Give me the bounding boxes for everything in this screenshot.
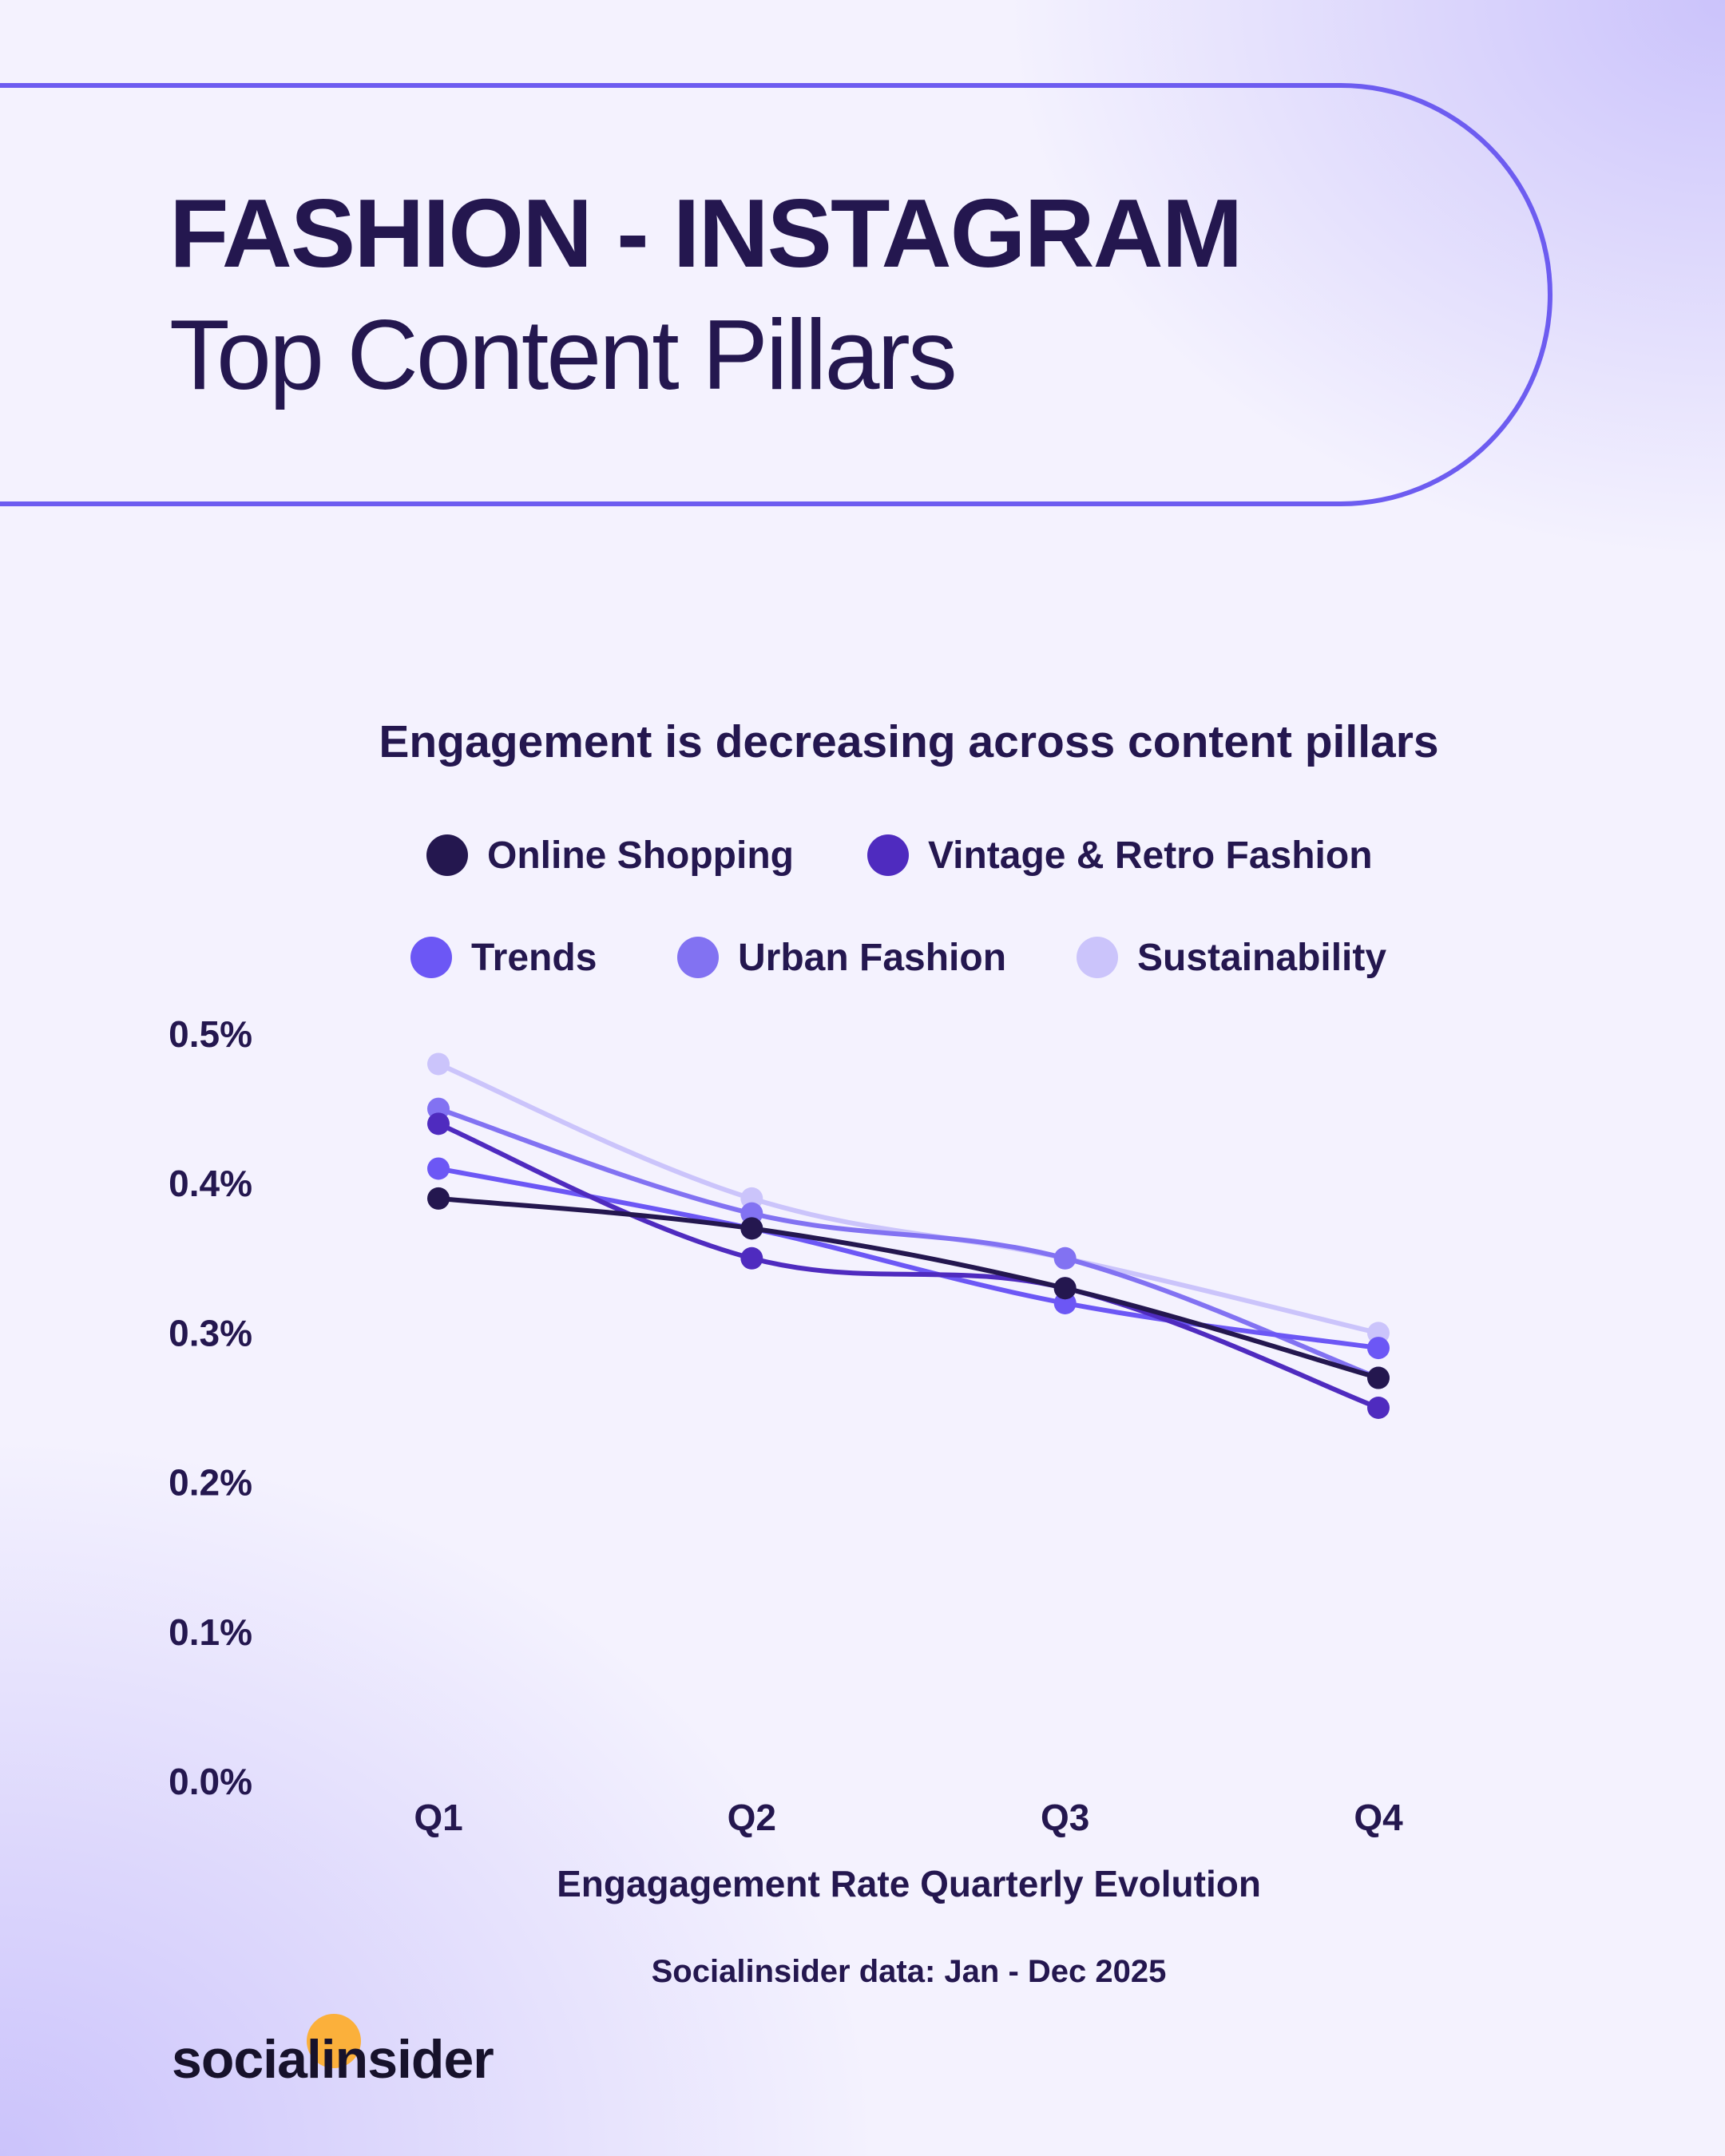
page-title: FASHION - INSTAGRAM bbox=[169, 179, 1243, 287]
y-tick-label: 0.4% bbox=[169, 1163, 252, 1204]
socialinsider-logo: socialinsider bbox=[172, 2028, 494, 2091]
y-tick-label: 0.2% bbox=[169, 1462, 252, 1504]
data-point bbox=[427, 1112, 450, 1135]
legend-label: Vintage & Retro Fashion bbox=[928, 834, 1373, 877]
data-point bbox=[1053, 1246, 1077, 1270]
source-note: Socialinsider data: Jan - Dec 2025 bbox=[652, 1954, 1167, 1989]
series-line bbox=[438, 1166, 1379, 1351]
data-point bbox=[1367, 1397, 1390, 1419]
x-tick-label: Q1 bbox=[414, 1797, 462, 1838]
legend-marker-icon bbox=[677, 937, 719, 978]
header-frame bbox=[0, 83, 1552, 506]
y-tick-label: 0.5% bbox=[169, 1013, 252, 1055]
legend-label: Trends bbox=[471, 937, 597, 979]
data-point bbox=[427, 1157, 450, 1180]
y-tick-label: 0.3% bbox=[169, 1312, 252, 1353]
x-axis: Q1 Q2 Q3 Q4 bbox=[414, 1797, 1403, 1838]
x-tick-label: Q4 bbox=[1354, 1797, 1403, 1838]
legend-label: Sustainability bbox=[1137, 937, 1386, 979]
data-point bbox=[1367, 1366, 1390, 1389]
legend-marker-icon bbox=[410, 937, 452, 978]
data-point bbox=[1367, 1337, 1390, 1360]
x-tick-label: Q3 bbox=[1041, 1797, 1089, 1838]
data-point bbox=[1053, 1277, 1077, 1300]
y-axis: 0.0% 0.1% 0.2% 0.3% 0.4% 0.5% bbox=[169, 1013, 252, 1802]
y-tick-label: 0.0% bbox=[169, 1761, 252, 1802]
series-line bbox=[438, 1106, 1380, 1381]
series-line bbox=[437, 1061, 1379, 1336]
series-line bbox=[437, 1121, 1380, 1410]
legend-label: Online Shopping bbox=[487, 834, 794, 877]
x-tick-label: Q2 bbox=[728, 1797, 776, 1838]
logo-text: socialinsider bbox=[172, 2029, 494, 2090]
chart-title: Engagement is decreasing across content … bbox=[379, 716, 1438, 767]
legend-label: Urban Fashion bbox=[738, 937, 1006, 979]
y-tick-label: 0.1% bbox=[169, 1611, 252, 1653]
data-point bbox=[427, 1187, 450, 1210]
legend-marker-icon bbox=[1077, 937, 1118, 978]
x-axis-label: Engagagement Rate Quarterly Evolution bbox=[557, 1863, 1261, 1904]
series-line bbox=[438, 1195, 1379, 1381]
data-point bbox=[740, 1217, 763, 1240]
data-point bbox=[740, 1246, 763, 1270]
logo-dot-icon bbox=[307, 2014, 361, 2068]
page-subtitle: Top Content Pillars bbox=[169, 300, 958, 410]
legend-marker-icon bbox=[426, 834, 468, 876]
series-lines bbox=[427, 1052, 1390, 1419]
legend: Online Shopping Vintage & Retro Fashion Tr… bbox=[410, 834, 1386, 979]
data-point bbox=[427, 1052, 450, 1076]
legend-marker-icon bbox=[867, 834, 909, 876]
